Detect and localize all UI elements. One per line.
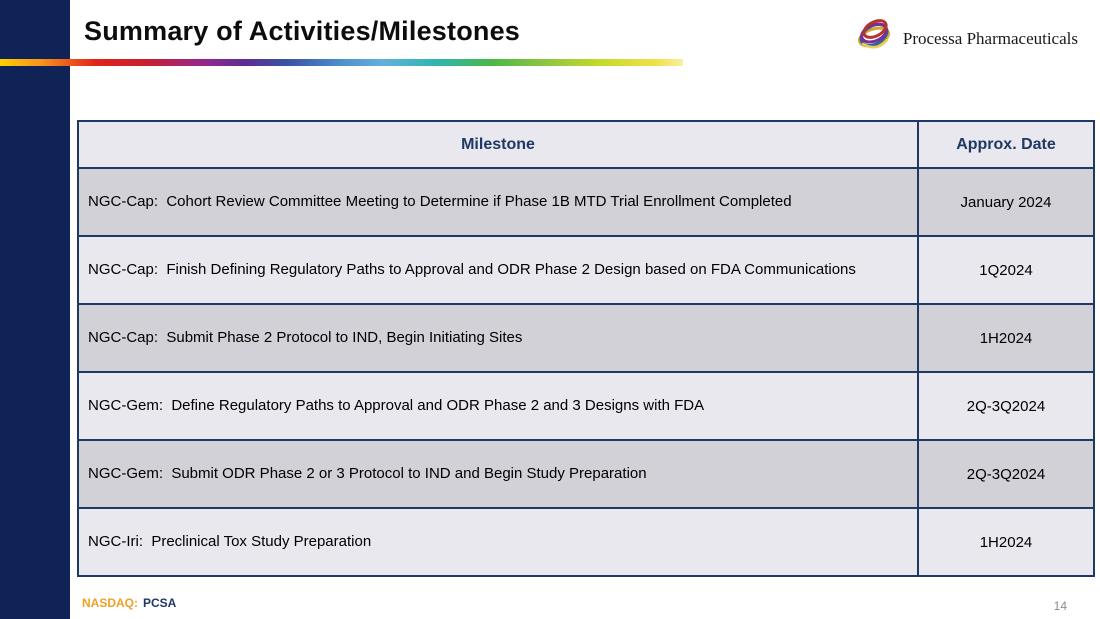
table-row: NGC-Iri: Preclinical Tox Study Preparati… <box>77 507 1095 577</box>
company-logo: Processa Pharmaceuticals <box>853 16 1078 61</box>
date-cell: 2Q-3Q2024 <box>917 439 1095 509</box>
table-row: NGC-Cap: Cohort Review Committee Meeting… <box>77 167 1095 237</box>
table-row: NGC-Cap: Submit Phase 2 Protocol to IND,… <box>77 303 1095 373</box>
date-cell: 2Q-3Q2024 <box>917 371 1095 441</box>
stock-ticker: NASDAQ: PCSA <box>82 596 176 610</box>
date-cell: January 2024 <box>917 167 1095 237</box>
page-number: 14 <box>1053 599 1067 613</box>
column-header-milestone: Milestone <box>77 120 919 169</box>
table-header-row: Milestone Approx. Date <box>77 120 1095 169</box>
milestone-cell: NGC-Cap: Submit Phase 2 Protocol to IND,… <box>77 303 919 373</box>
rainbow-divider <box>0 59 683 66</box>
table-row: NGC-Gem: Submit ODR Phase 2 or 3 Protoco… <box>77 439 1095 509</box>
date-cell: 1H2024 <box>917 507 1095 577</box>
milestone-cell: NGC-Cap: Finish Defining Regulatory Path… <box>77 235 919 305</box>
milestone-cell: NGC-Gem: Submit ODR Phase 2 or 3 Protoco… <box>77 439 919 509</box>
company-name: Processa Pharmaceuticals <box>902 28 1078 48</box>
milestone-cell: NGC-Cap: Cohort Review Committee Meeting… <box>77 167 919 237</box>
exchange-label: NASDAQ: <box>82 596 138 610</box>
column-header-approx-date: Approx. Date <box>917 120 1095 169</box>
sidebar-accent-bar <box>0 0 70 619</box>
date-cell: 1Q2024 <box>917 235 1095 305</box>
milestone-cell: NGC-Gem: Define Regulatory Paths to Appr… <box>77 371 919 441</box>
table-row: NGC-Gem: Define Regulatory Paths to Appr… <box>77 371 1095 441</box>
date-cell: 1H2024 <box>917 303 1095 373</box>
milestone-cell: NGC-Iri: Preclinical Tox Study Preparati… <box>77 507 919 577</box>
table-row: NGC-Cap: Finish Defining Regulatory Path… <box>77 235 1095 305</box>
ticker-symbol: PCSA <box>143 596 177 610</box>
swirl-globe-icon <box>853 16 895 61</box>
milestones-table: Milestone Approx. Date NGC-Cap: Cohort R… <box>77 120 1095 577</box>
page-title: Summary of Activities/Milestones <box>84 16 521 46</box>
